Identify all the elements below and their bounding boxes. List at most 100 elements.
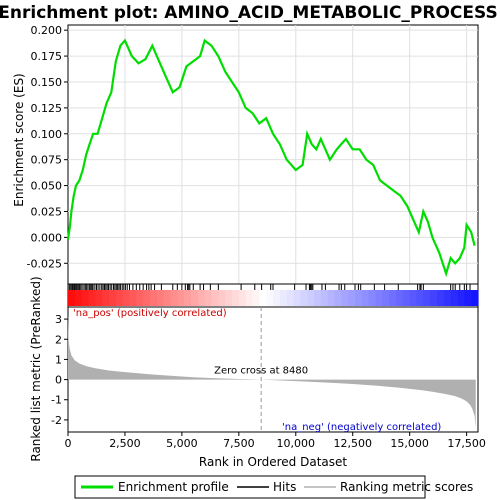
heat-segment xyxy=(211,290,219,306)
es-y-tick-label: 0.150 xyxy=(31,76,63,89)
heat-segment xyxy=(279,290,288,306)
hit-marks xyxy=(68,284,471,290)
heat-segment xyxy=(122,290,131,306)
heat-segment xyxy=(259,290,267,306)
heat-segment xyxy=(204,290,213,306)
heat-segment xyxy=(389,290,397,306)
metric-x-tick-label: 5,000 xyxy=(166,437,198,450)
heat-segment xyxy=(437,290,445,306)
heat-segment xyxy=(423,290,431,306)
heat-segment xyxy=(245,290,254,306)
heat-segment xyxy=(464,290,472,306)
heat-segment xyxy=(266,290,274,306)
heat-segment xyxy=(314,290,322,306)
legend: Enrichment profile Hits Ranking metric s… xyxy=(74,475,473,499)
heat-segment xyxy=(197,290,206,306)
heat-segment xyxy=(184,290,192,306)
zero-cross-label: Zero cross at 8480 xyxy=(214,366,308,377)
heat-segment xyxy=(409,290,418,306)
metric-y-tick-label: 0 xyxy=(55,374,62,387)
metric-y-tick-label: 2 xyxy=(55,333,62,346)
heat-segment xyxy=(88,290,96,306)
metric-y-axis-ticks: 3 2 1 0 -1 -2 xyxy=(51,313,68,427)
heat-segment xyxy=(232,290,240,306)
enrichment-profile-line xyxy=(66,38,476,278)
heat-segment xyxy=(143,290,151,306)
es-y-tick-label: 0.125 xyxy=(31,102,63,115)
heat-segment xyxy=(170,290,178,306)
heat-segment xyxy=(129,290,137,306)
heat-segment xyxy=(252,290,260,306)
heat-segment xyxy=(471,290,479,306)
es-panel: 0.200 0.175 0.150 0.125 0.100 0.075 0.050 0.025… xyxy=(12,24,479,285)
heat-segment xyxy=(293,290,301,306)
heat-segment xyxy=(68,290,76,306)
metric-x-tick-label: 2,500 xyxy=(109,437,141,450)
heat-segment xyxy=(368,290,377,306)
es-y-tick-label: 0.100 xyxy=(31,128,63,141)
heat-segment xyxy=(74,290,83,306)
metric-x-tick-label: 17,500 xyxy=(447,437,486,450)
heat-segment xyxy=(307,290,315,306)
heat-segment xyxy=(109,290,117,306)
heat-segment xyxy=(273,290,281,306)
heat-segment xyxy=(382,290,390,306)
hits-panel xyxy=(67,283,479,308)
es-y-tick-label: 0.025 xyxy=(31,205,63,218)
es-y-axis-ticks: 0.200 0.175 0.150 0.125 0.100 0.075 0.050 0.025… xyxy=(27,24,68,270)
legend-label-enrichment-profile: Enrichment profile xyxy=(118,480,229,494)
metric-x-tick-label: 7,500 xyxy=(223,437,255,450)
heat-segment xyxy=(136,290,144,306)
es-y-axis-label: Enrichment score (ES) xyxy=(12,73,26,206)
metric-plot-area xyxy=(67,306,479,433)
heat-segment xyxy=(218,290,226,306)
legend-label-hits: Hits xyxy=(273,480,296,494)
positive-correlation-label: 'na_pos' (positively correlated) xyxy=(73,308,227,319)
heat-segment xyxy=(81,290,90,306)
heat-segment xyxy=(163,290,172,306)
metric-y-axis-label: Ranked list metric (PreRanked) xyxy=(29,276,43,461)
heat-segment xyxy=(375,290,383,306)
heat-segment xyxy=(191,290,199,306)
metric-x-tick-label: 0 xyxy=(65,437,72,450)
heat-segment xyxy=(300,290,308,306)
heat-segment xyxy=(348,290,356,306)
metric-x-tick-label: 12,500 xyxy=(333,437,372,450)
heat-segment xyxy=(416,290,424,306)
metric-y-tick-label: 1 xyxy=(55,353,62,366)
chart-title: Enrichment plot: AMINO_ACID_METABOLIC_PR… xyxy=(0,3,498,23)
heat-segment xyxy=(450,290,459,306)
heat-segment xyxy=(156,290,165,306)
heat-segment xyxy=(150,290,158,306)
heat-segment xyxy=(115,290,124,306)
heat-segment xyxy=(355,290,363,306)
heat-segment xyxy=(443,290,452,306)
es-y-tick-label: 0.075 xyxy=(31,154,63,167)
metric-y-tick-label: 3 xyxy=(55,313,62,326)
legend-label-ranking-metric: Ranking metric scores xyxy=(340,480,473,494)
heat-segment xyxy=(361,290,370,306)
heat-segment xyxy=(102,290,110,306)
heat-segment xyxy=(95,290,103,306)
heat-segment xyxy=(177,290,185,306)
heat-segment xyxy=(402,290,411,306)
heat-segment xyxy=(238,290,247,306)
heat-segment xyxy=(334,290,342,306)
heat-segment xyxy=(225,290,233,306)
es-y-tick-label: 0.200 xyxy=(31,24,63,37)
es-y-tick-label: 0.175 xyxy=(31,50,63,63)
heat-segment xyxy=(320,290,329,306)
heat-segment xyxy=(396,290,404,306)
metric-x-tick-label: 10,000 xyxy=(277,437,316,450)
es-y-tick-label: 0.050 xyxy=(31,180,63,193)
metric-panel: 3 2 1 0 -1 -2 0 2,500 5,000 7,500 10,000 12,500 15,… xyxy=(29,276,486,469)
heat-segment xyxy=(286,290,295,306)
rank-heatmap-bar xyxy=(68,290,479,306)
es-y-tick-label: 0.000 xyxy=(31,231,63,244)
metric-y-tick-label: -2 xyxy=(51,414,62,427)
heat-segment xyxy=(457,290,465,306)
es-series xyxy=(66,38,476,278)
heat-segment xyxy=(341,290,349,306)
metric-x-axis-label: Rank in Ordered Dataset xyxy=(199,455,347,469)
